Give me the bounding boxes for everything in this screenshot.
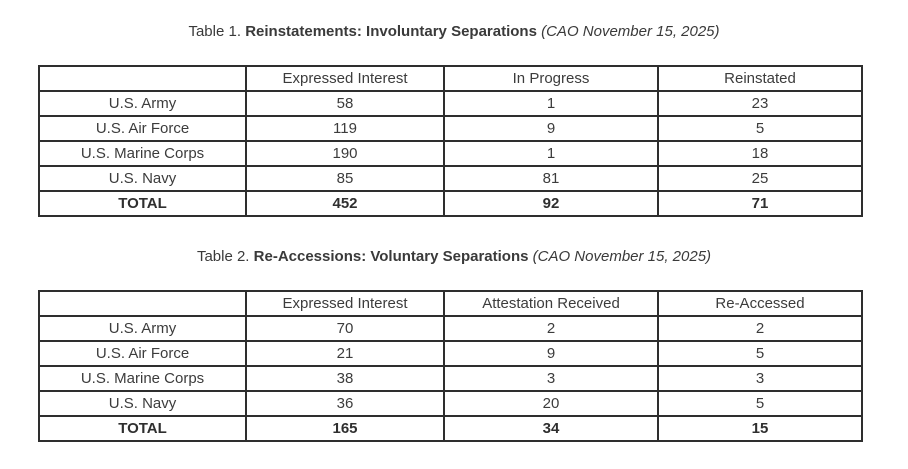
table-row: U.S. Navy 85 81 25 (38, 165, 863, 192)
table-1-title: Table 1. Reinstatements: Involuntary Sep… (0, 23, 908, 41)
table-2-header-row: Expressed Interest Attestation Received … (38, 290, 863, 317)
cell-value: 21 (245, 340, 445, 367)
total-value: 15 (657, 415, 863, 442)
total-value: 34 (443, 415, 659, 442)
table-row: U.S. Air Force 119 9 5 (38, 115, 863, 142)
table-1-header-blank (38, 65, 247, 92)
table-row: U.S. Army 58 1 23 (38, 90, 863, 117)
table-row: U.S. Navy 36 20 5 (38, 390, 863, 417)
table-2-title-bold: Re-Accessions: Voluntary Separations (253, 248, 529, 265)
table-row: U.S. Marine Corps 190 1 18 (38, 140, 863, 167)
table-row: U.S. Marine Corps 38 3 3 (38, 365, 863, 392)
row-label: U.S. Marine Corps (38, 140, 247, 167)
total-label: TOTAL (38, 190, 247, 217)
table-1-header-expressed-interest: Expressed Interest (245, 65, 445, 92)
row-label: U.S. Air Force (38, 115, 247, 142)
cell-value: 119 (245, 115, 445, 142)
row-label: U.S. Army (38, 315, 247, 342)
table-1-header-row: Expressed Interest In Progress Reinstate… (38, 65, 863, 92)
table-1-title-prefix: Table 1. (188, 23, 242, 40)
total-value: 165 (245, 415, 445, 442)
cell-value: 23 (657, 90, 863, 117)
table-1-title-date: (CAO November 15, 2025) (541, 23, 720, 40)
cell-value: 85 (245, 165, 445, 192)
table-2-header-re-accessed: Re-Accessed (657, 290, 863, 317)
cell-value: 2 (657, 315, 863, 342)
table-2-header-blank (38, 290, 247, 317)
total-value: 452 (245, 190, 445, 217)
total-row: TOTAL 165 34 15 (38, 415, 863, 442)
total-label: TOTAL (38, 415, 247, 442)
re-accessions-table: Expressed Interest Attestation Received … (38, 290, 863, 442)
row-label: U.S. Marine Corps (38, 365, 247, 392)
table-2-title-date: (CAO November 15, 2025) (532, 248, 712, 265)
cell-value: 1 (443, 90, 659, 117)
cell-value: 70 (245, 315, 445, 342)
cell-value: 190 (245, 140, 445, 167)
row-label: U.S. Navy (38, 165, 247, 192)
row-label: U.S. Air Force (38, 340, 247, 367)
total-row: TOTAL 452 92 71 (38, 190, 863, 217)
cell-value: 1 (443, 140, 659, 167)
table-2-title: Table 2. Re-Accessions: Voluntary Separa… (0, 248, 908, 266)
table-row: U.S. Army 70 2 2 (38, 315, 863, 342)
cell-value: 3 (443, 365, 659, 392)
cell-value: 2 (443, 315, 659, 342)
cell-value: 25 (657, 165, 863, 192)
cell-value: 5 (657, 390, 863, 417)
cell-value: 5 (657, 115, 863, 142)
table-2-header-expressed-interest: Expressed Interest (245, 290, 445, 317)
cell-value: 36 (245, 390, 445, 417)
cell-value: 81 (443, 165, 659, 192)
cell-value: 18 (657, 140, 863, 167)
table-2-header-attestation-received: Attestation Received (443, 290, 659, 317)
cell-value: 3 (657, 365, 863, 392)
cell-value: 38 (245, 365, 445, 392)
cell-value: 9 (443, 340, 659, 367)
cell-value: 20 (443, 390, 659, 417)
table-1-header-in-progress: In Progress (443, 65, 659, 92)
table-row: U.S. Air Force 21 9 5 (38, 340, 863, 367)
table-1-title-bold: Reinstatements: Involuntary Separations (245, 23, 537, 40)
row-label: U.S. Army (38, 90, 247, 117)
total-value: 71 (657, 190, 863, 217)
document-page: Table 1. Reinstatements: Involuntary Sep… (0, 23, 908, 442)
cell-value: 5 (657, 340, 863, 367)
table-1-header-reinstated: Reinstated (657, 65, 863, 92)
row-label: U.S. Navy (38, 390, 247, 417)
cell-value: 9 (443, 115, 659, 142)
reinstatements-table: Expressed Interest In Progress Reinstate… (38, 65, 863, 217)
total-value: 92 (443, 190, 659, 217)
cell-value: 58 (245, 90, 445, 117)
table-2-title-prefix: Table 2. (196, 248, 250, 265)
